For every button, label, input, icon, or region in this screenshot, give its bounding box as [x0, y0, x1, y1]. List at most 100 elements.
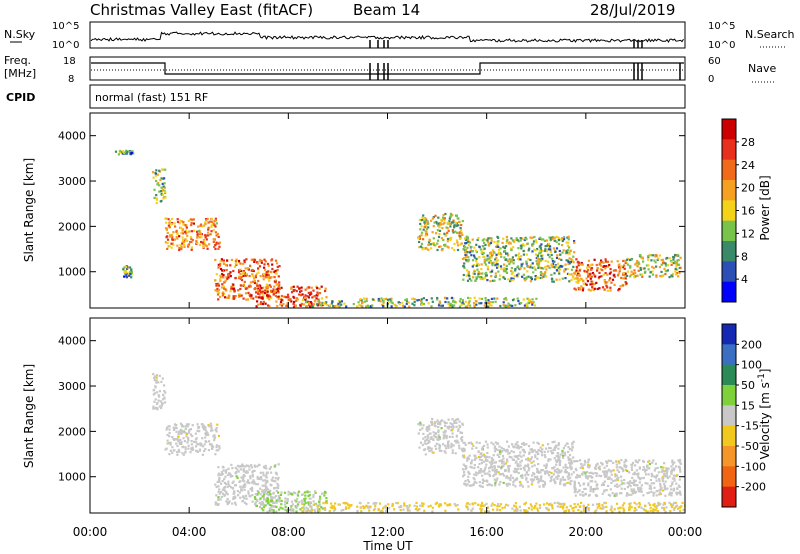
echo-cell — [521, 442, 524, 445]
echo-cell — [460, 242, 463, 245]
echo-cell — [584, 487, 587, 490]
echo-cell — [443, 431, 446, 434]
echo-cell — [324, 302, 328, 305]
echo-cell — [308, 305, 311, 308]
echo-cell — [426, 434, 429, 437]
echo-cell — [445, 435, 448, 438]
echo-cell — [371, 304, 374, 307]
echo-cell — [621, 504, 624, 507]
echo-cell — [452, 221, 455, 224]
echo-cell — [638, 481, 641, 484]
echo-cell — [215, 449, 218, 452]
echo-cell — [307, 296, 310, 299]
echo-cell — [262, 493, 266, 496]
velocity-colorbar-label-close: ] — [758, 369, 772, 374]
echo-cell — [417, 432, 420, 435]
echo-cell — [453, 248, 456, 252]
echo-cell — [466, 457, 469, 460]
echo-cell — [558, 249, 561, 253]
echo-cell — [553, 480, 556, 483]
echo-cell — [279, 506, 282, 509]
echo-cell — [423, 221, 426, 224]
echo-cell — [623, 508, 626, 511]
echo-cell — [615, 474, 619, 477]
echo-cell — [484, 510, 487, 513]
echo-cell — [501, 506, 504, 510]
echo-cell — [323, 301, 326, 305]
echo-cell — [537, 463, 540, 466]
echo-cell — [622, 272, 625, 275]
echo-cell — [599, 264, 603, 267]
echo-cell — [615, 502, 619, 505]
echo-cell — [220, 482, 223, 485]
echo-cell — [302, 303, 305, 306]
echo-cell — [625, 494, 628, 497]
echo-cell — [419, 222, 422, 225]
echo-cell — [184, 427, 187, 431]
echo-cell — [172, 426, 175, 429]
echo-cell — [487, 301, 490, 304]
echo-cell — [420, 300, 423, 303]
echo-cell — [570, 466, 573, 469]
echo-cell — [556, 454, 559, 458]
echo-cell — [182, 223, 185, 226]
echo-cell — [168, 428, 171, 431]
echo-cell — [204, 428, 207, 431]
echo-cell — [526, 297, 529, 300]
echo-cell — [233, 490, 236, 493]
echo-cell — [665, 475, 668, 478]
echo-cell — [448, 425, 451, 428]
echo-cell — [517, 471, 520, 475]
echo-cell — [258, 501, 261, 504]
echo-cell — [186, 425, 189, 428]
echo-cell — [383, 298, 386, 301]
echo-region — [462, 235, 576, 283]
echo-cell — [217, 474, 220, 477]
echo-cell — [663, 267, 666, 270]
echo-cell — [499, 274, 502, 277]
echo-cell — [218, 492, 221, 495]
echo-cell — [610, 281, 613, 284]
echo-cell — [460, 231, 463, 234]
echo-cell — [435, 435, 438, 439]
echo-cell — [461, 436, 464, 439]
echo-cell — [214, 217, 217, 220]
echo-cell — [290, 500, 294, 503]
echo-cell — [589, 485, 592, 489]
echo-cell — [267, 494, 270, 497]
echo-cell — [190, 237, 193, 240]
echo-cell — [291, 503, 294, 506]
echo-cell — [668, 276, 671, 279]
echo-cell — [218, 445, 221, 448]
echo-cell — [647, 502, 650, 505]
echo-cell — [317, 300, 320, 303]
echo-cell — [259, 493, 262, 496]
echo-cell — [558, 268, 562, 271]
echo-cell — [648, 459, 651, 462]
echo-cell — [456, 241, 459, 244]
echo-cell — [581, 465, 584, 468]
echo-cell — [551, 507, 554, 510]
echo-cell — [483, 304, 486, 307]
echo-cell — [556, 262, 560, 265]
echo-cell — [472, 444, 475, 447]
echo-cell — [649, 478, 652, 482]
echo-cell — [517, 465, 520, 468]
echo-cell — [678, 485, 681, 488]
echo-cell — [658, 266, 661, 269]
echo-cell — [262, 474, 265, 477]
echo-cell — [249, 487, 252, 491]
echo-cell — [637, 475, 640, 478]
echo-cell — [229, 290, 232, 293]
echo-cell — [437, 222, 440, 225]
echo-cell — [247, 267, 250, 270]
echo-cell — [654, 505, 657, 508]
echo-cell — [273, 290, 276, 293]
echo-cell — [472, 483, 475, 486]
echo-cell — [480, 302, 483, 305]
echo-cell — [388, 507, 391, 510]
echo-cell — [285, 509, 288, 512]
echo-cell — [671, 275, 674, 278]
echo-cell — [544, 266, 547, 269]
echo-cell — [440, 427, 443, 430]
